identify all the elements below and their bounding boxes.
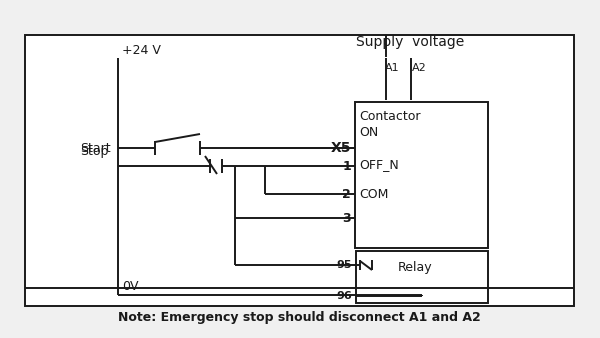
Text: 96: 96 [336, 291, 352, 301]
Text: 95: 95 [337, 260, 352, 270]
Text: A2: A2 [412, 63, 427, 73]
Bar [355, 102, 488, 248]
Text: 3: 3 [343, 212, 351, 224]
Text: 0V: 0V [122, 280, 139, 292]
Text: Contactor: Contactor [359, 110, 421, 122]
Text: +24 V: +24 V [122, 44, 161, 56]
Bar [356, 251, 488, 303]
Text: X5: X5 [331, 141, 351, 155]
Text: COM: COM [359, 189, 388, 201]
Text: Relay: Relay [398, 261, 433, 273]
Text: Start: Start [80, 142, 110, 154]
Text: Note: Emergency stop should disconnect A1 and A2: Note: Emergency stop should disconnect A… [118, 312, 481, 324]
Text: ON: ON [359, 125, 378, 139]
Text: 1: 1 [342, 160, 351, 172]
Text: OFF_N: OFF_N [359, 159, 399, 171]
Text: A1: A1 [385, 63, 400, 73]
Text: Supply  voltage: Supply voltage [356, 35, 464, 49]
Text: Stop: Stop [80, 145, 109, 158]
Text: 2: 2 [342, 188, 351, 200]
Bar [25, 35, 574, 306]
